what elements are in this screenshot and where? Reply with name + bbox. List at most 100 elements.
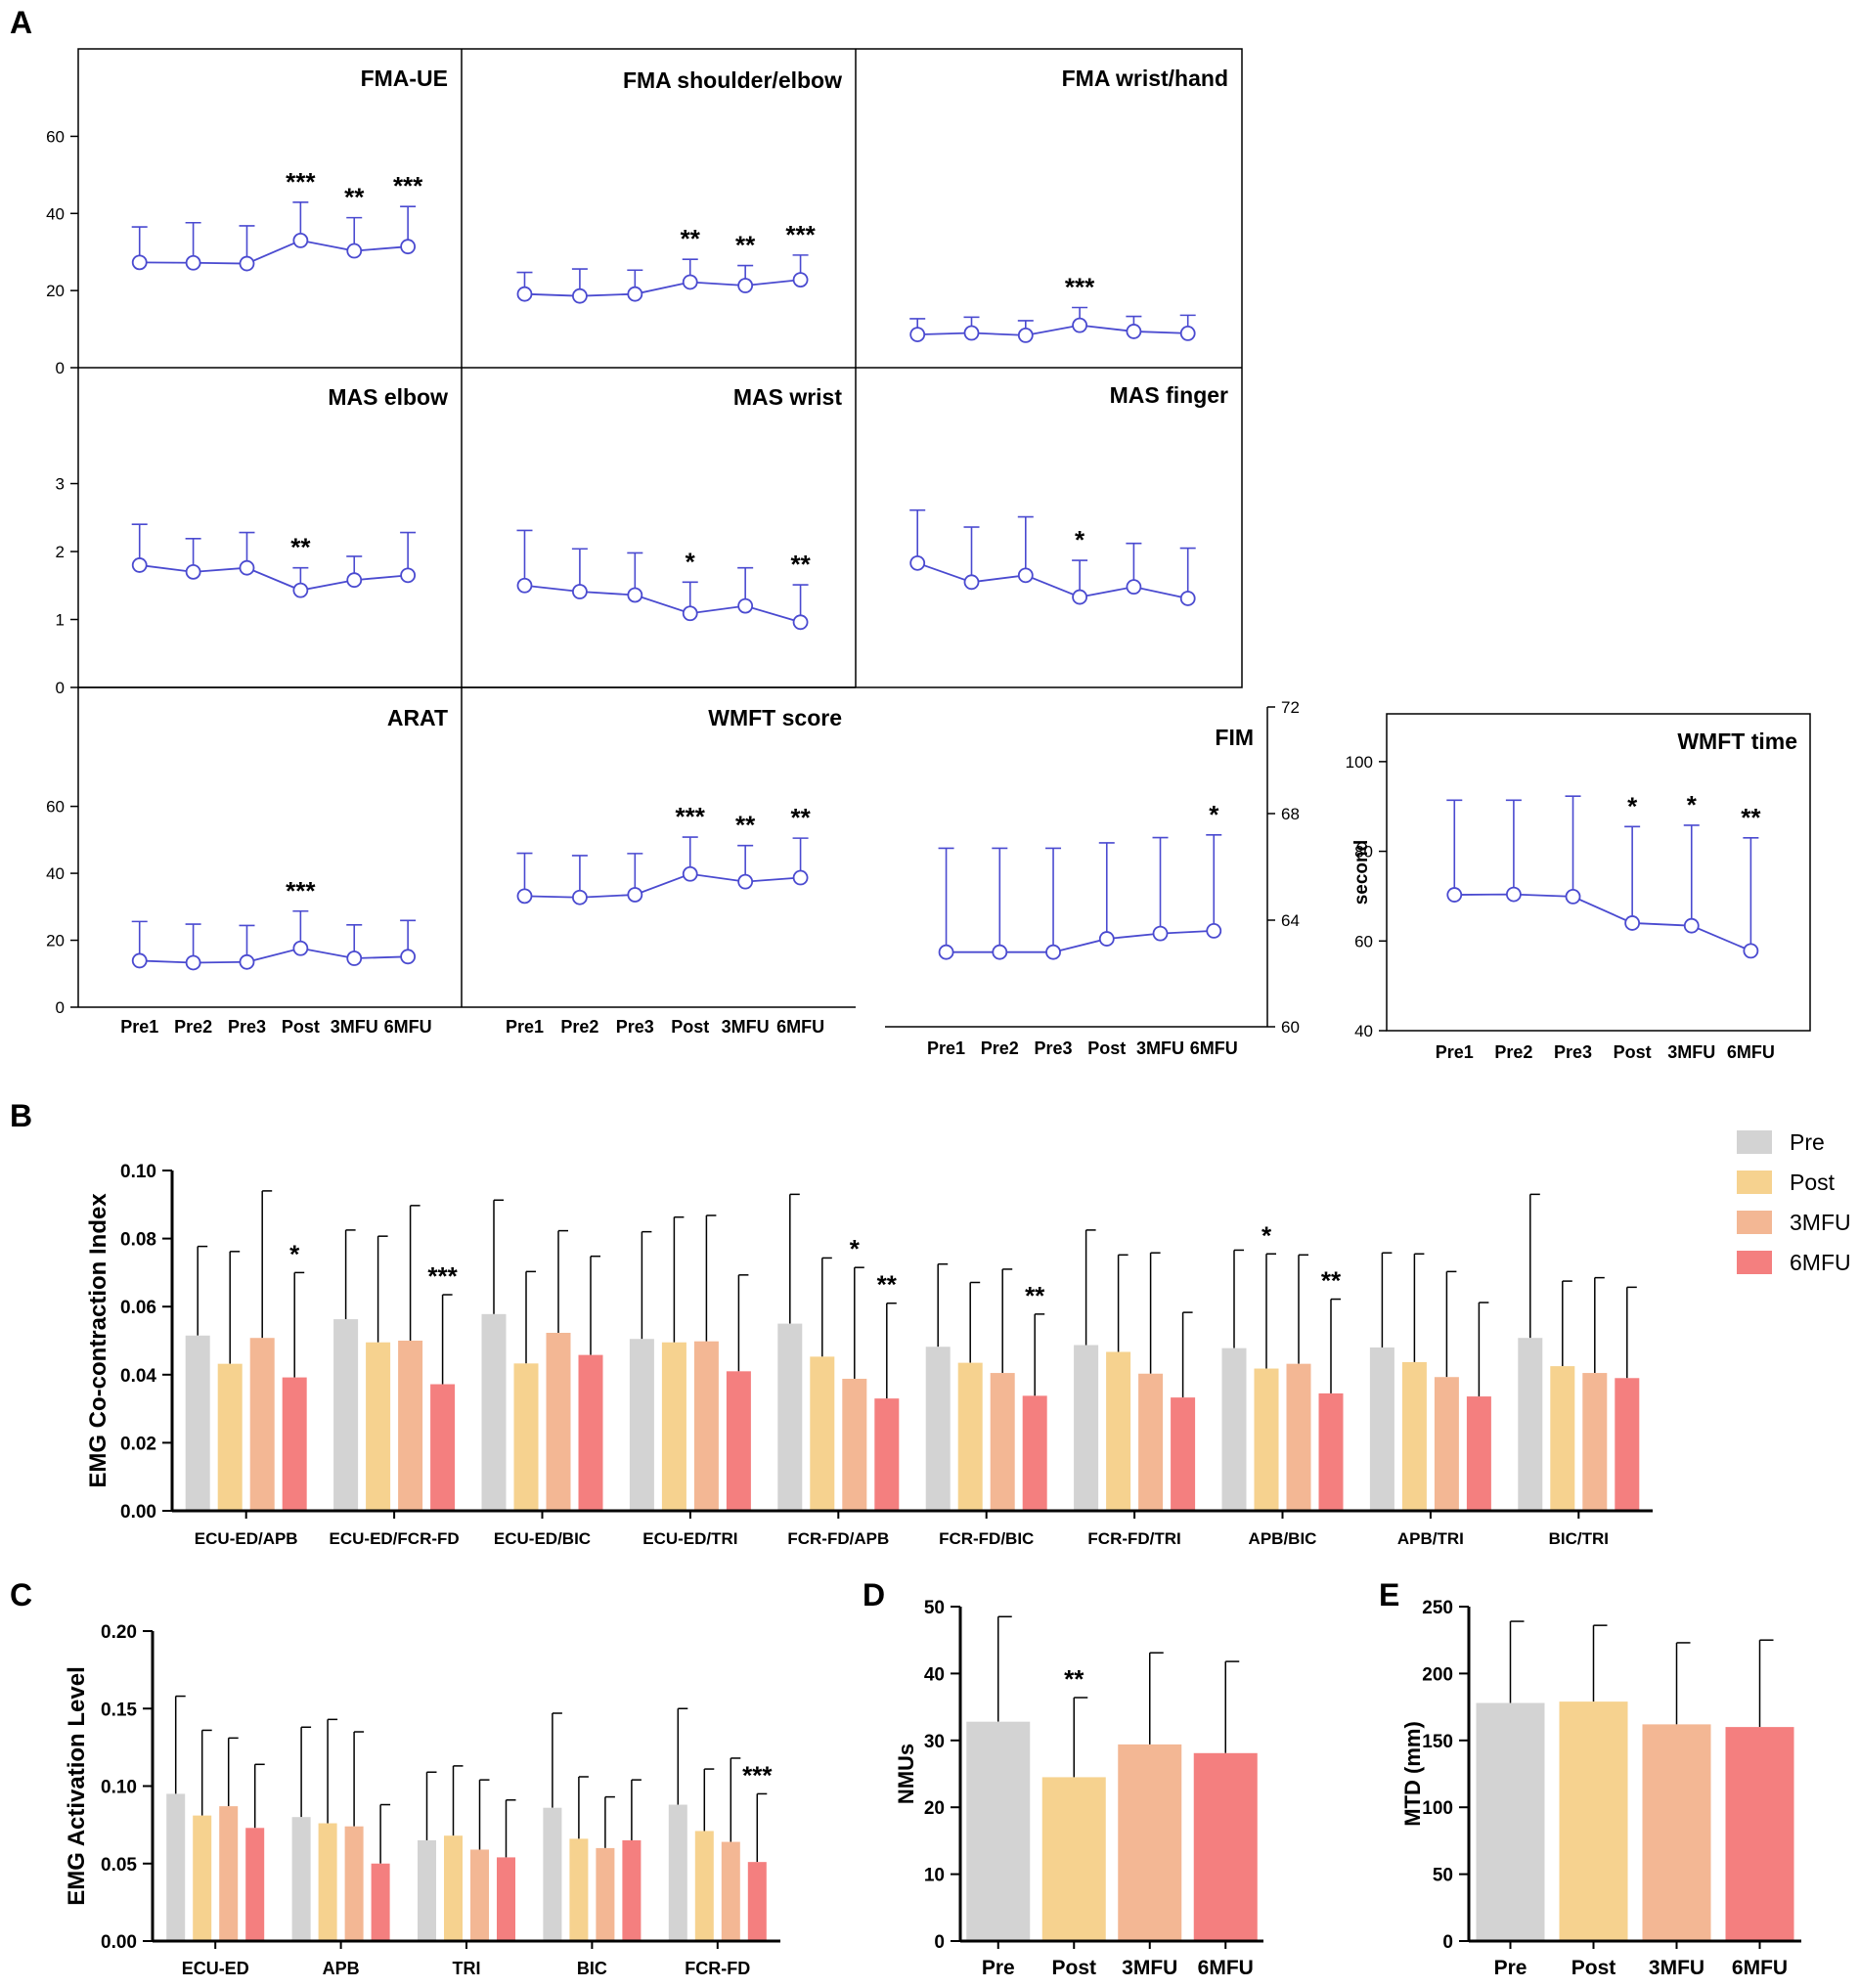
series-line	[916, 561, 1188, 599]
wmft-time-frame	[1386, 713, 1811, 1032]
bar-post	[1559, 1701, 1628, 1941]
data-point	[185, 254, 201, 271]
chart-title: FIM	[1215, 725, 1254, 750]
legend-swatch-pre	[1737, 1130, 1772, 1154]
data-point	[239, 559, 255, 576]
panel-label-b: B	[10, 1098, 32, 1133]
x-tick-label: Pre3	[228, 1017, 266, 1037]
series-line	[917, 324, 1188, 336]
significance-label: *	[686, 547, 696, 576]
data-point	[131, 952, 148, 969]
x-tick-label: 3MFU	[1667, 1042, 1715, 1062]
data-point	[1152, 925, 1169, 942]
significance-label: **	[1321, 1266, 1342, 1296]
data-point	[131, 254, 148, 271]
x-tick-label: APB/BIC	[1249, 1529, 1317, 1548]
series-line	[524, 872, 801, 899]
significance-label: **	[790, 550, 811, 579]
data-point	[346, 950, 363, 966]
y-tick-label: 50	[924, 1598, 945, 1618]
bar-pre	[1369, 1347, 1394, 1511]
significance-label: ***	[785, 220, 816, 249]
y-axis-label: EMG Activation Level	[64, 1666, 90, 1906]
y-tick-label: 0.05	[101, 1855, 137, 1876]
bar-6mfu	[245, 1828, 265, 1941]
bar-pre	[925, 1347, 951, 1511]
y-tick-label: 0	[56, 679, 65, 697]
y-tick-label: 60	[1354, 932, 1373, 950]
chart-title: ARAT	[387, 705, 448, 730]
x-tick-label: 6MFU	[1190, 1038, 1238, 1058]
bar-3mfu	[1434, 1377, 1459, 1511]
y-tick-label: 200	[1422, 1664, 1453, 1685]
data-point	[1098, 931, 1115, 947]
y-tick-label: 30	[924, 1732, 945, 1752]
x-tick-label: Pre3	[1035, 1038, 1073, 1058]
bar-chart-nmus: Pre ** Post 3MFU 6MFU 0 10 20 30 40 50 NMUs	[894, 1598, 1263, 1979]
bar-pre	[481, 1313, 507, 1511]
data-point	[682, 274, 698, 290]
data-point	[682, 605, 698, 622]
x-tick-label: ECU-ED/BIC	[494, 1529, 591, 1548]
panel-c: ECU-ED APB TRI BIC *** FCR-FD 0.00 0.05 0.10 0.15…	[64, 1622, 780, 1978]
data-point	[1072, 589, 1087, 605]
x-tick-label: 3MFU	[1649, 1957, 1704, 1979]
x-tick-label: FCR-FD/BIC	[939, 1529, 1034, 1548]
x-tick-label: 6MFU	[1732, 1957, 1788, 1979]
bar-3mfu	[249, 1338, 275, 1511]
data-point	[909, 327, 926, 342]
y-tick-label: 10	[924, 1866, 945, 1886]
data-point	[1072, 317, 1087, 333]
panel-label-a: A	[10, 5, 32, 40]
x-tick-label: 6MFU	[1727, 1042, 1775, 1062]
data-point	[239, 953, 255, 970]
significance-label: **	[1064, 1664, 1084, 1694]
bar-3mfu	[693, 1341, 719, 1511]
data-point	[792, 614, 809, 631]
bar-post	[1041, 1777, 1106, 1941]
significance-label: *	[1687, 790, 1698, 819]
data-point	[1179, 591, 1196, 606]
bar-3mfu	[470, 1849, 489, 1941]
panel-label-d: D	[863, 1577, 885, 1612]
series-line	[139, 239, 409, 265]
y-tick-label: 40	[46, 204, 65, 223]
y-tick-label: 20	[46, 932, 65, 950]
x-tick-label: ECU-ED/APB	[195, 1529, 298, 1548]
data-point	[1017, 567, 1034, 584]
x-tick-label: 6MFU	[1198, 1957, 1254, 1979]
bar-chart-cocontraction: *ECU-ED/APB***ECU-ED/FCR-FD ECU-ED/BIC ECU…	[85, 1162, 1653, 1548]
y-tick-label: 0.04	[120, 1366, 156, 1387]
x-tick-label: 3MFU	[722, 1017, 770, 1037]
bar-post	[513, 1363, 539, 1511]
significance-label: *	[1209, 800, 1219, 829]
bar-6mfu	[578, 1354, 603, 1511]
legend-label: 6MFU	[1790, 1250, 1851, 1275]
bar-pre	[166, 1793, 186, 1941]
significance-label: *	[1627, 791, 1638, 820]
x-tick-label: Pre1	[120, 1017, 158, 1037]
x-tick-label: Pre1	[506, 1017, 544, 1037]
bar-6mfu	[1725, 1727, 1794, 1941]
series-line	[1454, 893, 1751, 952]
data-point	[1446, 887, 1463, 903]
y-tick-label: 0.08	[120, 1230, 156, 1251]
significance-label: ***	[286, 876, 316, 906]
y-tick-label: 68	[1281, 805, 1300, 823]
x-tick-label: Pre1	[927, 1038, 965, 1058]
bar-chart-mtd: Pre Post 3MFU 6MFU 0 50 100 150 200 250 MTD (mm)	[1400, 1598, 1801, 1979]
panel-e: Pre Post 3MFU 6MFU 0 50 100 150 200 250 MTD (mm)	[1400, 1598, 1801, 1979]
bar-post	[217, 1363, 243, 1511]
x-tick-label: ECU-ED	[182, 1959, 249, 1978]
x-tick-label: 3MFU	[1122, 1957, 1177, 1979]
data-point	[963, 574, 980, 591]
bar-post	[810, 1356, 835, 1511]
x-tick-label: 6MFU	[384, 1017, 432, 1037]
significance-label: ***	[286, 167, 316, 197]
bar-post	[444, 1835, 463, 1941]
chart-title: MAS finger	[1110, 382, 1228, 408]
significance-label: ***	[742, 1760, 773, 1789]
significance-label: **	[735, 811, 756, 840]
